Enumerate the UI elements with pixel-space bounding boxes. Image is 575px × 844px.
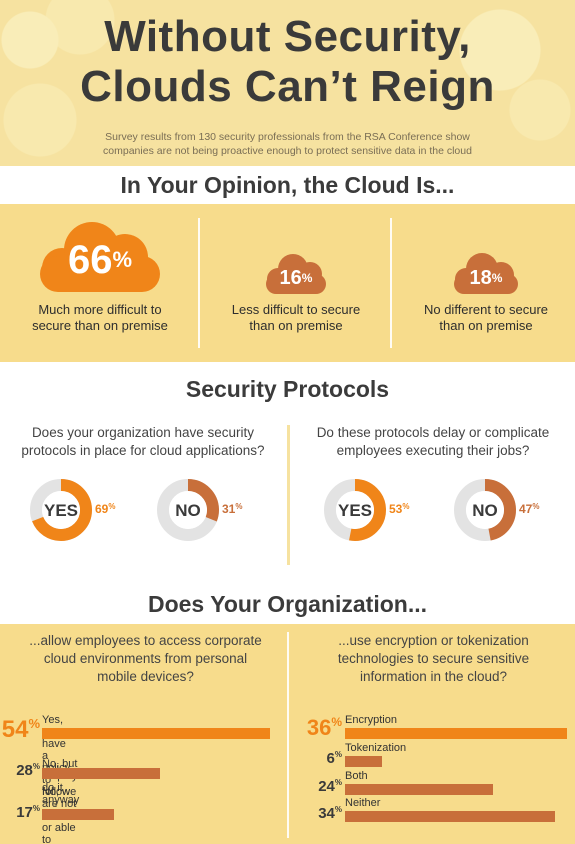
divider — [198, 218, 200, 348]
divider — [390, 218, 392, 348]
protocols-question-2: Do these protocols delay or complicate em… — [316, 425, 550, 458]
donut-slice — [30, 479, 92, 541]
bar-label: Neither — [345, 797, 381, 809]
cloud-stat-18: 18% No different to secure than on premis… — [402, 250, 570, 334]
cloud-stat-16: 16% Less difficult to secure than on prem… — [212, 250, 380, 334]
subtitle-line-2: companies are not being proactive enough… — [103, 145, 472, 157]
cloud-label: Much more difficult to secure than on pre… — [32, 302, 168, 333]
cloud-icon: 18% — [454, 250, 518, 294]
cloud-label: Less difficult to secure than on premise — [231, 302, 361, 333]
bar-fill — [345, 756, 382, 767]
subtitle-line-1: Survey results from 130 security profess… — [105, 131, 470, 143]
donut-yes-53: YES — [324, 479, 386, 546]
donut-no-31: NO — [157, 479, 219, 546]
donut-yes-69: YES — [30, 479, 92, 546]
cloud-label: No different to secure than on premise — [423, 302, 549, 333]
donut-percent: 47% — [519, 502, 540, 516]
bar-percent: 24% — [318, 778, 342, 795]
donut-slice — [157, 479, 219, 541]
protocols-question-1: Does your organization have security prot… — [21, 425, 265, 458]
bar-label: Both — [345, 770, 368, 782]
divider — [287, 425, 290, 565]
opinion-heading-band: In Your Opinion, the Cloud Is... — [0, 166, 575, 204]
donut-svg: NO — [454, 479, 516, 541]
donut-label: YES — [44, 501, 78, 520]
organization-heading-band: Does Your Organization... — [0, 578, 575, 624]
donut-svg: NO — [157, 479, 219, 541]
donut-slice — [454, 479, 516, 541]
bar-percent: 17% — [16, 804, 40, 821]
cloud-pct: 16% — [279, 267, 313, 289]
bar-percent: 36% — [306, 715, 342, 740]
donut-svg: YES — [324, 479, 386, 541]
cloud-pct: 18% — [469, 267, 503, 289]
opinion-heading: In Your Opinion, the Cloud Is... — [120, 172, 455, 198]
organization-question-2: ...use encryption or tokenization technol… — [337, 633, 530, 684]
page-subtitle: Survey results from 130 security profess… — [0, 130, 575, 158]
organization-question-1: ...allow employees to access corporate cl… — [29, 633, 262, 684]
donut-label: NO — [472, 501, 498, 520]
title-line-2: Clouds Can’t Reign — [80, 62, 495, 111]
bar-fill — [345, 784, 493, 795]
page-title: Without Security, Clouds Can’t Reign — [0, 12, 575, 112]
donut-percent: 31% — [222, 502, 243, 516]
bar-percent: 34% — [318, 805, 342, 822]
bar-fill — [345, 811, 555, 822]
cloud-icon: 66% — [40, 212, 160, 292]
bar-fill — [42, 809, 114, 820]
donut-percent: 69% — [95, 502, 116, 516]
donut-no-47: NO — [454, 479, 516, 546]
donut-slice — [324, 479, 386, 541]
protocols-heading: Security Protocols — [185, 376, 390, 402]
bar-percent: 54% — [1, 716, 40, 743]
cloud-stat-66: 66% Much more difficult to secure than on… — [20, 212, 180, 334]
divider — [287, 632, 289, 838]
bar-fill — [42, 728, 270, 739]
cloud-pct: 66% — [67, 238, 133, 282]
donut-svg: YES — [30, 479, 92, 541]
donut-label: NO — [175, 501, 201, 520]
title-line-1: Without Security, — [104, 12, 471, 61]
donut-percent: 53% — [389, 502, 410, 516]
donut-label: YES — [338, 501, 372, 520]
bar-label: Encryption — [345, 714, 397, 726]
organization-heading: Does Your Organization... — [147, 591, 428, 617]
bar-percent: 28% — [16, 762, 40, 779]
bar-label: Tokenization — [345, 742, 407, 754]
bar-fill — [345, 728, 567, 739]
bar-fill — [42, 768, 160, 779]
cloud-icon: 16% — [266, 250, 326, 294]
bar-percent: 6% — [326, 750, 342, 767]
